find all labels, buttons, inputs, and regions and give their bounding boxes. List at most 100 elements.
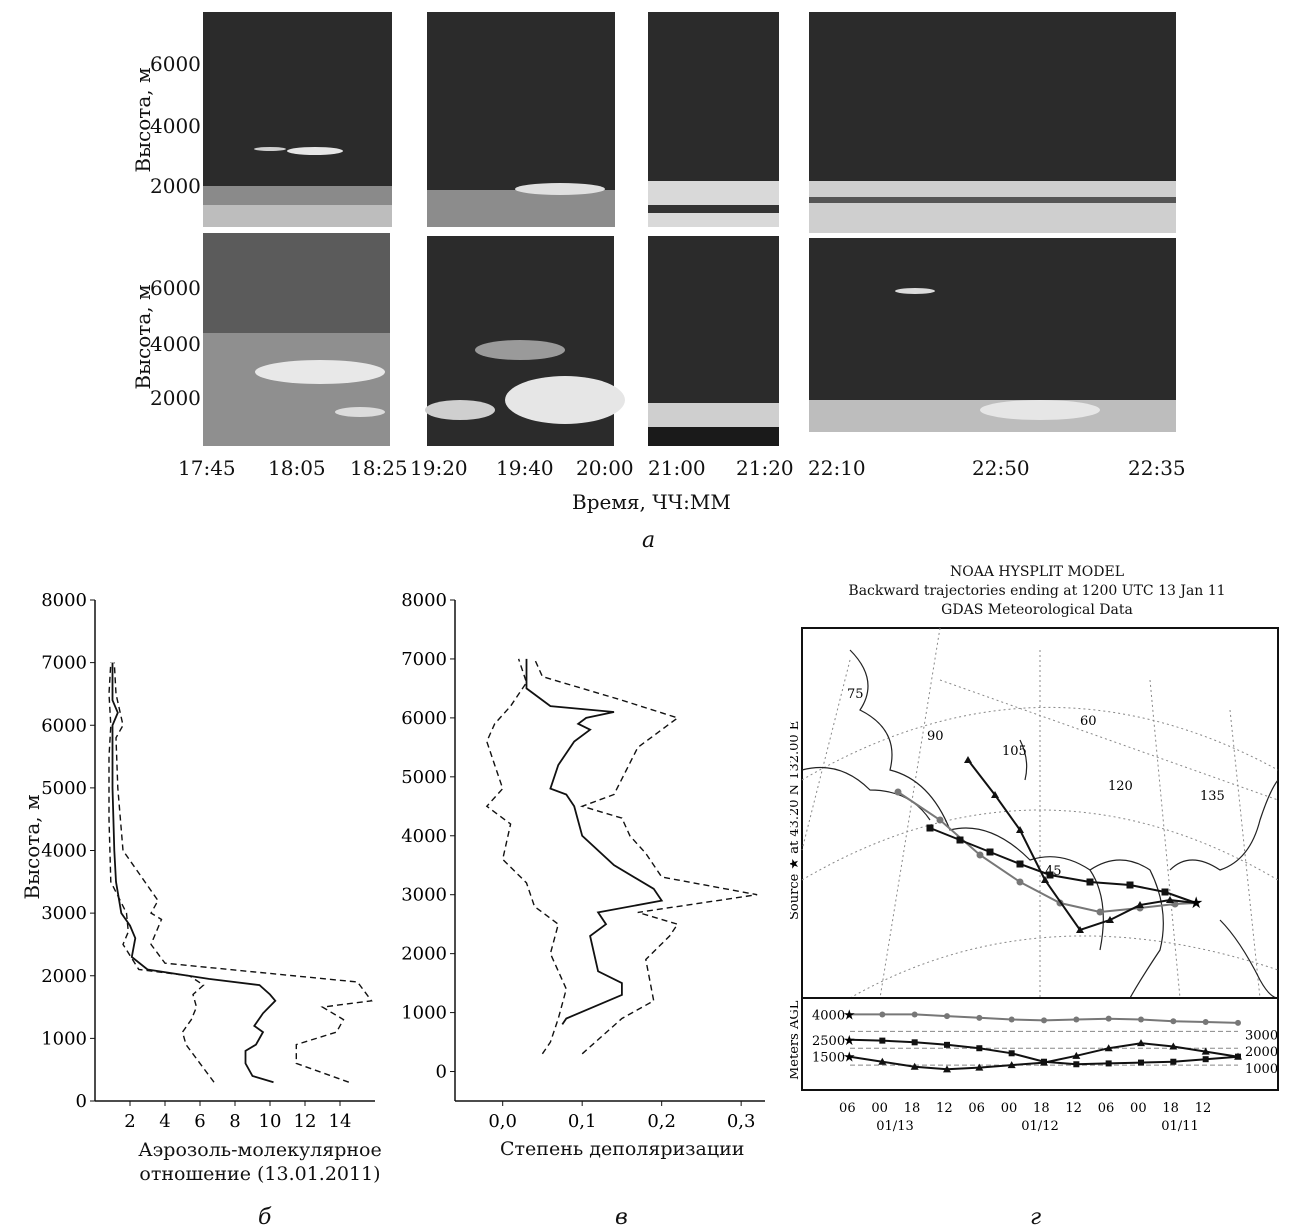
y-tick-label: 2000 [401,944,447,965]
agl-point [943,1065,951,1073]
trajectory-circle [897,791,1197,914]
y-tick-label: 1000 [401,1003,447,1024]
x-tick-label: 0,3 [727,1111,756,1132]
agl-star-icon: ★ [843,1050,856,1066]
panel-a-xtick: 17:45 [178,456,236,480]
y-tick-label: 0 [436,1062,447,1083]
agl-point [1170,1058,1177,1065]
agl-time-tick: 00 [1001,1101,1018,1116]
trajectory-point [956,836,964,844]
y-tick-label: 5000 [401,767,447,788]
x-tick-label: 10 [259,1111,282,1132]
lidar-image [809,238,1176,432]
y-tick-label: 8000 [41,590,87,611]
agl-point [1138,1059,1144,1066]
panel-a-xtick: 19:40 [496,456,554,480]
agl-point [910,1062,919,1070]
agl-point [1105,1060,1112,1067]
agl-point [1008,1016,1015,1023]
agl-point [976,1045,983,1052]
profile-chart-b: 0 1000 2000 3000 4000 5000 6000 7000 8000 2 4 6 8 10 1… [41,590,375,1132]
map-trajectories: ★ [894,756,1203,933]
y-tick-label: 4000 [401,826,447,847]
panel-a-xtick: 22:50 [972,456,1030,480]
agl-point [1137,1039,1145,1047]
y-tick-label: 7000 [401,649,447,670]
series-line-dashed [108,662,215,1083]
y-tick-label: 6000 [401,708,447,729]
trajectory-point [1041,876,1049,883]
hysplit-title-2: Backward trajectories ending at 1200 UTC… [848,583,1226,599]
panel-letter-d: г [1030,1205,1042,1230]
map-label: 60 [1080,714,1097,729]
trajectory-point [991,791,999,798]
agl-point [879,1037,886,1044]
agl-point [1138,1016,1144,1023]
trajectory-point [1166,896,1174,903]
agl-point [1201,1047,1210,1055]
agl-time-tick: 12 [1065,1101,1082,1116]
panel-a-xlabel: Время, ЧЧ:ММ [572,490,731,514]
agl-left-tick: 1500 [812,1051,845,1066]
source-star-icon: ★ [1189,893,1203,912]
agl-time-tick: 00 [871,1101,888,1116]
trajectory-point [936,816,944,824]
agl-point [878,1057,887,1065]
trajectory-point [1126,881,1134,889]
trajectory-point [1136,901,1144,908]
y-tick-label: 2000 [41,966,87,987]
map-label: 75 [847,687,864,702]
x-tick-label: 8 [229,1111,240,1132]
agl-point [944,1013,950,1020]
agl-point [1072,1051,1081,1059]
series-line-dashed [485,658,568,1055]
x-tick-label: 6 [194,1111,205,1132]
trajectory-point [894,788,902,796]
lidar-top-row [203,12,1176,233]
trajectory-point [1106,916,1114,923]
agl-point [879,1011,886,1018]
trajectory-point [964,756,972,763]
agl-date-tick: 01/11 [1161,1119,1198,1134]
trajectory-point [926,824,934,832]
trajectory-point [1096,908,1104,916]
agl-axis-label: Meters AGL [790,1000,802,1080]
trajectory-point [1161,888,1169,896]
x-tick-label: 12 [294,1111,317,1132]
agl-time-tick: 18 [904,1101,921,1116]
panel-b-ylabel: Высота, м [20,794,44,900]
agl-time-tick: 18 [1033,1101,1050,1116]
agl-point [1169,1042,1178,1050]
agl-point [911,1039,918,1046]
agl-point [1105,1015,1112,1022]
panel-a-xtick: 22:35 [1128,456,1186,480]
trajectory-point [1016,826,1024,833]
map-label: 135 [1200,789,1225,804]
x-tick-label: 0,2 [647,1111,676,1132]
panel-a-xtick: 18:25 [350,456,408,480]
agl-time-tick: 06 [1098,1101,1115,1116]
panel-a-xtick: 20:00 [576,456,634,480]
trajectory-point [1086,878,1094,886]
profile-chart-c: 0 1000 2000 3000 4000 5000 6000 7000 8000 0,0 0,1 0… [401,590,765,1132]
panel-a-xtick: 21:20 [736,456,794,480]
trajectory-square [929,827,1197,904]
trajectory-point [986,848,994,856]
agl-time-tick: 12 [1195,1101,1212,1116]
lidar-bottom-row [203,233,1176,446]
map-label: 90 [927,729,944,744]
x-tick-label: 0,0 [488,1111,517,1132]
profile-charts: 0 1000 2000 3000 4000 5000 6000 7000 8000 2 4 6 8 10 1… [41,590,765,1132]
panel-a-xtick: 21:00 [648,456,706,480]
y-tick-label: 5000 [41,778,87,799]
agl-point [1041,1017,1047,1024]
agl-time-tick: 12 [936,1101,953,1116]
y-tick-label: 3000 [41,903,87,924]
trajectory-point [1046,871,1054,879]
agl-time-tick: 06 [839,1101,856,1116]
panel-a-lidar-images [203,12,1176,446]
trajectory-point [1076,926,1084,933]
agl-point [1202,1056,1209,1063]
source-label: Source ★ at 43.20 N 132.00 E [790,721,802,920]
